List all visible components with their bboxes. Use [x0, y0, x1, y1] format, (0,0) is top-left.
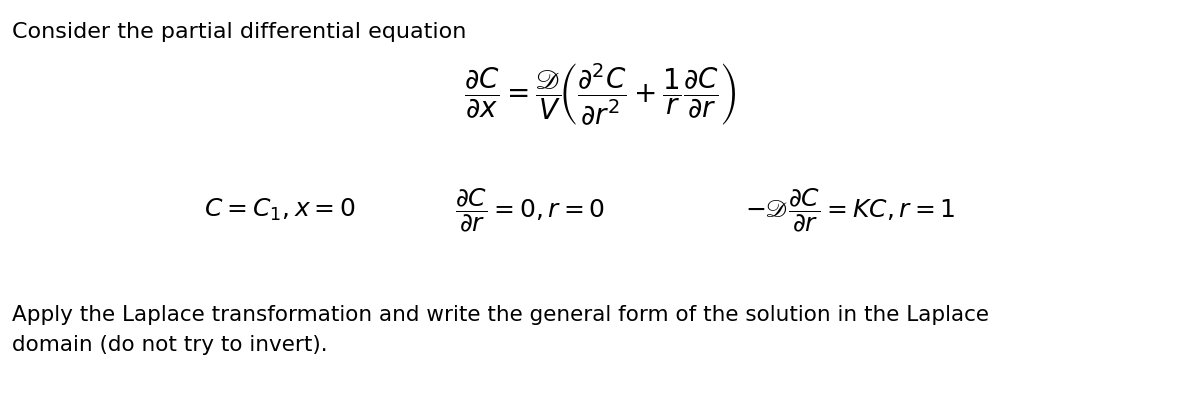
Text: $-\boldsymbol{\mathscr{D}}\dfrac{\partial C}{\partial r} = KC, r = 1$: $-\boldsymbol{\mathscr{D}}\dfrac{\partia…: [745, 186, 955, 234]
Text: domain (do not try to invert).: domain (do not try to invert).: [12, 335, 328, 355]
Text: Apply the Laplace transformation and write the general form of the solution in t: Apply the Laplace transformation and wri…: [12, 305, 989, 325]
Text: Consider the partial differential equation: Consider the partial differential equati…: [12, 22, 467, 42]
Text: $\dfrac{\partial C}{\partial r} = 0, r = 0$: $\dfrac{\partial C}{\partial r} = 0, r =…: [455, 186, 605, 234]
Text: $C = C_1, x = 0$: $C = C_1, x = 0$: [204, 197, 356, 223]
Text: $\dfrac{\partial C}{\partial x} = \dfrac{\boldsymbol{\mathscr{D}}}{V}\!\left(\df: $\dfrac{\partial C}{\partial x} = \dfrac…: [464, 62, 736, 128]
